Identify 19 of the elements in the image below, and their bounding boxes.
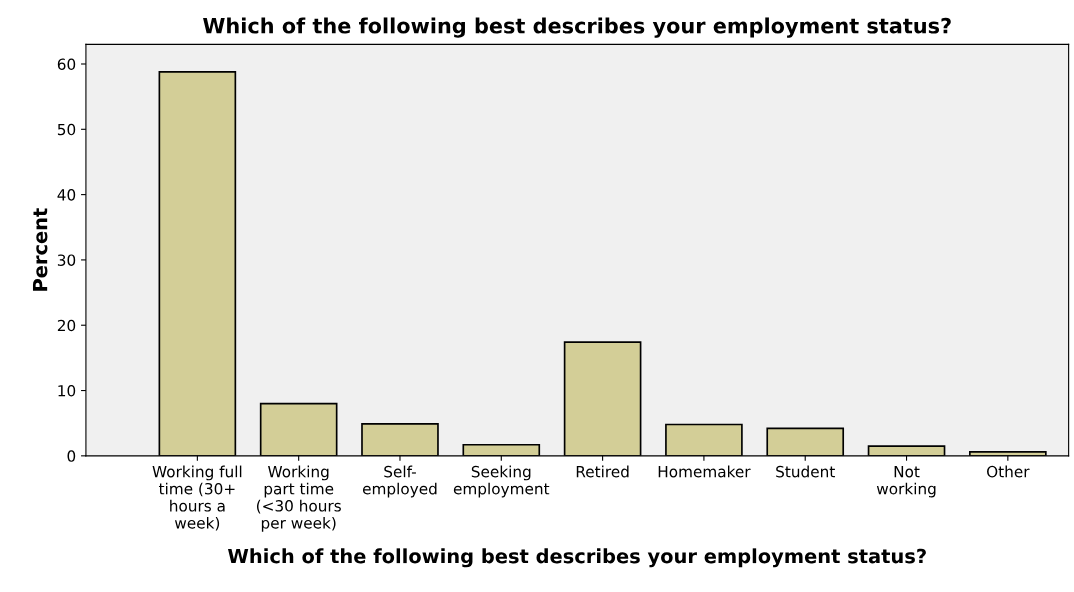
y-tick-label: 0 [67, 450, 76, 462]
x-tick-label: Retired [576, 465, 629, 478]
x-tick-label: Working full time (30+ hours a week) [152, 465, 242, 531]
y-axis-title: Percent [32, 208, 48, 291]
x-tick-label: Other [987, 465, 1030, 478]
y-tick-label: 10 [58, 385, 76, 397]
x-axis-title: Which of the following best describes your employment status? [227, 548, 926, 568]
y-tick-label: 30 [57, 254, 76, 266]
x-tick-label: Self- employed [362, 465, 437, 498]
x-tick-label: Homemaker [658, 465, 751, 478]
chart-title: Which of the following best describes your employment status? [203, 17, 951, 38]
x-tick-label: Not working [876, 466, 936, 498]
y-tick-label: 50 [57, 123, 76, 136]
x-tick-label: Working part time (<30 hours per week) [256, 465, 341, 532]
y-tick-label: 60 [57, 58, 76, 71]
x-tick-label: Seeking employment [453, 465, 550, 498]
y-tick-label: 40 [57, 189, 76, 201]
y-tick-label: 20 [57, 319, 76, 332]
x-tick-label: Student [776, 465, 835, 478]
